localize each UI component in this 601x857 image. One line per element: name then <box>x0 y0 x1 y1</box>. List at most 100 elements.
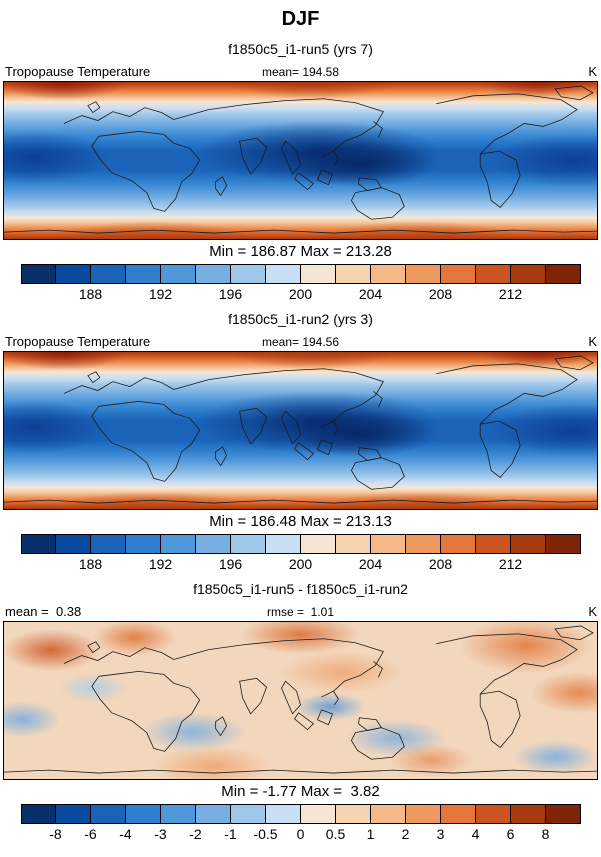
panel3-units-label: K <box>588 604 597 619</box>
colorbar-tick: 208 <box>428 556 453 572</box>
colorbar-cell <box>545 535 580 553</box>
colorbar-cell <box>370 265 406 283</box>
colorbar-cell <box>301 805 336 823</box>
panel1-minmax-label: Min = 186.87 Max = 213.28 <box>209 243 392 260</box>
panel-run5: f1850c5_i1-run5 (yrs 7) Tropopause Tempe… <box>0 41 601 302</box>
colorbar-cell <box>266 805 301 823</box>
coastlines-overlay <box>4 85 597 234</box>
colorbar-tick: 204 <box>358 556 383 572</box>
colorbar-cell <box>231 265 267 283</box>
colorbar-cell <box>56 265 92 283</box>
colorbar-cell <box>475 265 511 283</box>
colorbar-cell <box>21 805 57 823</box>
panel2-minmax-label: Min = 186.48 Max = 213.13 <box>209 513 392 530</box>
colorbar-cell <box>231 805 267 823</box>
colorbar-cell <box>91 265 127 283</box>
colorbar-cell <box>440 265 476 283</box>
panel1-colorbar-wrap: 188 192 196 200 204 208 212 <box>20 264 581 302</box>
difference-map <box>3 621 598 780</box>
colorbar-tick: -6 <box>84 826 97 842</box>
colorbar-tick: -1 <box>224 826 237 842</box>
colorbar-cell <box>91 805 127 823</box>
colorbar-cell <box>231 535 267 553</box>
colorbar-tick: -0.5 <box>253 826 278 842</box>
panel2-subtitle: f1850c5_i1-run2 (yrs 3) <box>228 311 373 327</box>
coastlines-overlay <box>4 625 597 774</box>
colorbar-cell <box>266 535 301 553</box>
colorbar-cell <box>405 265 441 283</box>
panel1-header: Tropopause Temperature mean= 194.58 K <box>0 63 601 79</box>
panel2-mean-label: mean= 194.56 <box>261 335 340 349</box>
colorbar-tick: 212 <box>498 286 523 302</box>
panel1-variable-label: Tropopause Temperature <box>5 64 151 79</box>
colorbar-cell <box>301 265 336 283</box>
panel2-units-label: K <box>588 334 597 349</box>
colorbar-cell <box>370 535 406 553</box>
panel2-variable-label: Tropopause Temperature <box>5 334 151 349</box>
colorbar-tick: 0 <box>296 826 305 842</box>
colorbar-cell <box>545 265 580 283</box>
colorbar-cell <box>440 805 476 823</box>
colorbar-cell <box>370 805 406 823</box>
panel1-mean-label: mean= 194.58 <box>261 65 340 79</box>
temperature-map-run2 <box>3 351 598 510</box>
panel2-colorbar <box>20 534 581 554</box>
panel1-colorbar <box>20 264 581 284</box>
colorbar-tick: -2 <box>189 826 202 842</box>
colorbar-cell <box>21 265 57 283</box>
colorbar-tick: 200 <box>288 286 313 302</box>
colorbar-cell <box>510 535 546 553</box>
colorbar-cell <box>56 535 92 553</box>
colorbar-tick: 1 <box>366 826 375 842</box>
figure-title: DJF <box>281 8 320 30</box>
colorbar-cell <box>161 265 197 283</box>
colorbar-cell <box>266 265 301 283</box>
colorbar-cell <box>126 535 162 553</box>
panel1-subtitle: f1850c5_i1-run5 (yrs 7) <box>228 41 373 57</box>
colorbar-cell <box>91 535 127 553</box>
colorbar-tick: 188 <box>78 556 103 572</box>
colorbar-cell <box>510 265 546 283</box>
colorbar-cell <box>475 535 511 553</box>
panel1-units-label: K <box>588 64 597 79</box>
colorbar-tick: 196 <box>218 556 243 572</box>
colorbar-cell <box>196 805 232 823</box>
panel-run2: f1850c5_i1-run2 (yrs 3) Tropopause Tempe… <box>0 311 601 572</box>
panel1-colorbar-ticks: 188 192 196 200 204 208 212 <box>21 284 581 302</box>
temperature-map-run5 <box>3 81 598 240</box>
colorbar-cell <box>510 805 546 823</box>
colorbar-cell <box>21 535 57 553</box>
colorbar-tick: 192 <box>148 286 173 302</box>
colorbar-tick: 208 <box>428 286 453 302</box>
panel3-colorbar-ticks: -8 -6 -4 -3 -2 -1 -0.5 0 0.5 1 2 3 4 6 8 <box>21 824 581 842</box>
colorbar-tick: -4 <box>119 826 132 842</box>
panel3-subtitle: f1850c5_i1-run5 - f1850c5_i1-run2 <box>193 581 408 597</box>
colorbar-cell <box>335 265 371 283</box>
colorbar-tick: 6 <box>506 826 515 842</box>
coastlines-overlay <box>4 355 597 504</box>
colorbar-tick: -8 <box>49 826 62 842</box>
panel3-rmse-label: rmse = 1.01 <box>266 605 335 619</box>
colorbar-cell <box>545 805 580 823</box>
colorbar-tick: 8 <box>541 826 550 842</box>
colorbar-cell <box>440 535 476 553</box>
colorbar-cell <box>196 265 232 283</box>
colorbar-cell <box>475 805 511 823</box>
colorbar-cell <box>301 535 336 553</box>
colorbar-tick: 2 <box>401 826 410 842</box>
panel3-minmax-label: Min = -1.77 Max = 3.82 <box>221 783 380 800</box>
colorbar-tick: 188 <box>78 286 103 302</box>
colorbar-tick: 4 <box>471 826 480 842</box>
colorbar-cell <box>196 535 232 553</box>
panel3-mean-label: mean = 0.38 <box>5 604 82 619</box>
panel3-colorbar <box>20 804 581 824</box>
colorbar-cell <box>161 805 197 823</box>
colorbar-cell <box>405 805 441 823</box>
colorbar-cell <box>405 535 441 553</box>
colorbar-tick: 0.5 <box>325 826 346 842</box>
colorbar-tick: -3 <box>154 826 167 842</box>
panel2-header: Tropopause Temperature mean= 194.56 K <box>0 333 601 349</box>
colorbar-cell <box>126 265 162 283</box>
panel2-colorbar-wrap: 188 192 196 200 204 208 212 <box>20 534 581 572</box>
